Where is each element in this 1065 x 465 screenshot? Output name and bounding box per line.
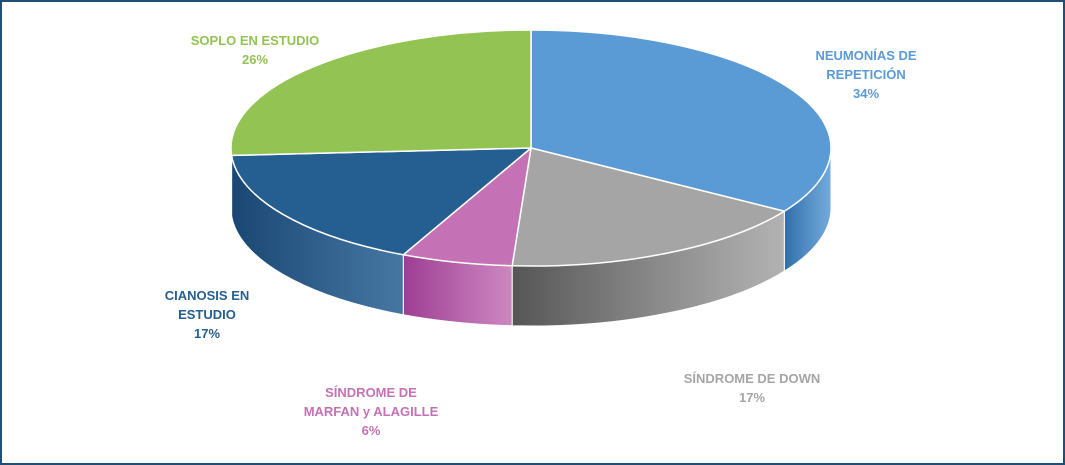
pie-slice [511, 147, 786, 267]
slice-label-text: CIANOSIS EN [164, 288, 250, 303]
slice-label: SÍNDROME DE DOWN 17% [652, 369, 852, 407]
slice-label-text: REPETICIÓN [826, 67, 906, 82]
slice-label-text: SÍNDROME DE DOWN [683, 371, 821, 386]
pie-side-walls [230, 147, 832, 327]
pie-slice [230, 147, 532, 256]
slice-label: NEUMONÍAS DE REPETICIÓN 34% [766, 46, 966, 103]
pie-top-faces [230, 29, 832, 267]
slice-percent: 26% [241, 52, 269, 67]
pie-slice [530, 29, 832, 212]
slice-label-text: MARFAN y ALAGILLE [303, 404, 439, 419]
slice-label-text: ESTUDIO [178, 307, 236, 322]
slice-percent: 34% [852, 86, 880, 101]
pie-slice [230, 29, 532, 157]
slice-percent: 17% [193, 326, 221, 341]
slice-label: SÍNDROME DE MARFAN y ALAGILLE 6% [271, 383, 471, 440]
slice-label-text: SÍNDROME DE [325, 385, 417, 400]
slice-label-text: SOPLO EN ESTUDIO [190, 33, 320, 48]
slice-label-text: NEUMONÍAS DE [815, 48, 917, 63]
slice-label: SOPLO EN ESTUDIO 26% [155, 31, 355, 69]
slice-percent: 17% [738, 390, 766, 405]
slice-label: CIANOSIS EN ESTUDIO 17% [127, 286, 287, 343]
slice-percent: 6% [361, 423, 381, 438]
